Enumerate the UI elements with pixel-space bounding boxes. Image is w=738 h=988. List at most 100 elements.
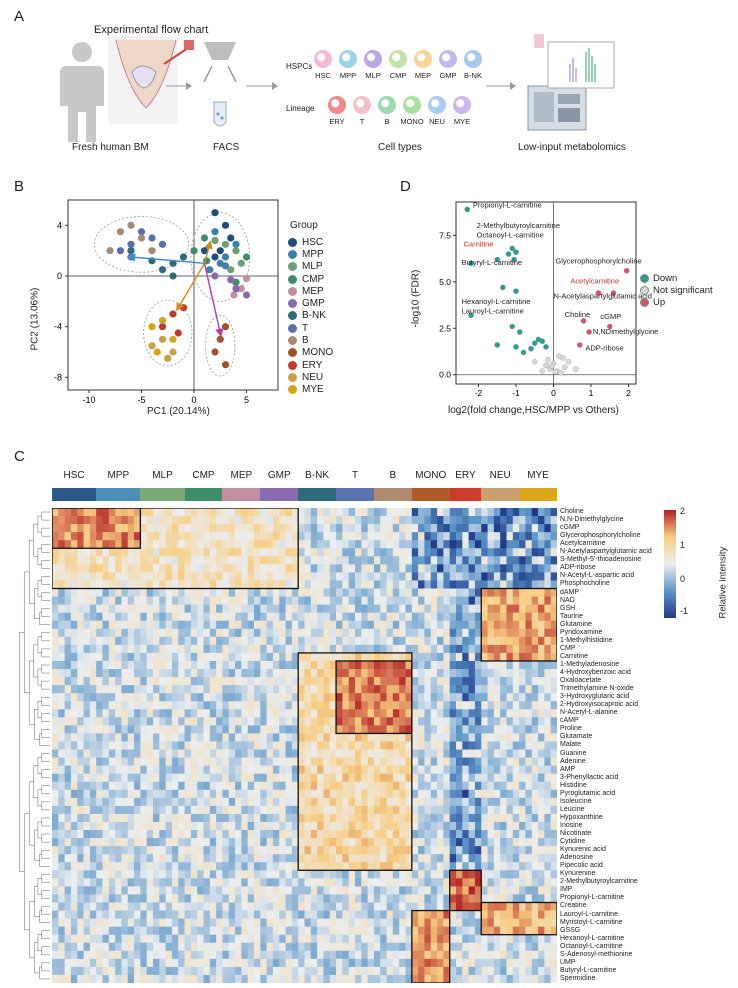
heatmap-cell: [64, 532, 72, 541]
heatmap-cell: [165, 612, 173, 622]
heatmap-cell: [531, 572, 539, 581]
heatmap-cell: [140, 838, 148, 847]
heatmap-cell: [272, 765, 280, 775]
heatmap-cell: [272, 749, 280, 758]
heatmap-cell: [298, 524, 305, 533]
heatmap-cell: [392, 580, 400, 589]
heatmap-cell: [418, 516, 425, 525]
heatmap-cell: [115, 516, 122, 525]
heatmap-cell: [298, 902, 305, 911]
heatmap-cell: [462, 958, 470, 968]
heatmap-cell: [171, 942, 179, 952]
heatmap-cell: [430, 733, 438, 742]
heatmap-cell: [102, 612, 110, 622]
heatmap-cell: [411, 652, 419, 662]
legend-label: CMP: [302, 273, 325, 285]
heatmap-cell: [178, 894, 185, 903]
heatmap-cell: [184, 846, 192, 855]
heatmap-cell: [108, 693, 116, 702]
heatmap-cell: [317, 725, 324, 734]
heatmap-cell: [140, 805, 148, 815]
heatmap-cell: [531, 532, 539, 541]
heatmap-cell: [146, 660, 154, 670]
heatmap-cell: [487, 572, 495, 581]
heatmap-cell: [247, 813, 255, 823]
heatmap-cell: [115, 870, 122, 879]
flow-title: Experimental flow chart: [94, 24, 209, 36]
heatmap-cell: [544, 773, 552, 783]
heatmap-cell: [70, 902, 78, 911]
heatmap-cell: [184, 709, 192, 718]
heatmap-cell: [386, 693, 394, 702]
heatmap-cell: [222, 821, 230, 831]
heatmap-cell: [550, 564, 557, 573]
heatmap-cell: [474, 572, 482, 581]
heatmap-cell: [411, 838, 419, 847]
heatmap-cell: [291, 620, 299, 630]
heatmap-cell: [209, 797, 217, 807]
heatmap-cell: [216, 910, 223, 919]
heatmap-cell: [525, 805, 533, 815]
heatmap-cell: [519, 870, 526, 879]
heatmap-cell: [140, 894, 148, 903]
heatmap-cell: [544, 588, 552, 597]
heatmap-cell: [159, 886, 167, 895]
heatmap-cell: [380, 870, 387, 879]
heatmap-cell: [96, 717, 103, 726]
heatmap-cell: [531, 797, 539, 807]
heatmap-cell: [424, 612, 432, 622]
heatmap-cell: [310, 572, 318, 581]
heatmap-cell: [146, 725, 154, 734]
heatmap-cell: [468, 894, 476, 903]
pca-point-mono: [216, 335, 224, 343]
heatmap-cell: [171, 516, 179, 525]
heatmap-cell: [487, 781, 495, 791]
heatmap-cell: [310, 669, 318, 678]
heatmap-cell: [336, 516, 343, 525]
heatmap-cell: [512, 797, 520, 807]
heatmap-cell: [159, 757, 167, 767]
heatmap-cell: [506, 669, 514, 678]
heatmap-cell: [405, 701, 413, 710]
heatmap-cell: [323, 620, 331, 630]
heatmap-cell: [525, 693, 533, 702]
heatmap-cell: [449, 749, 457, 758]
heatmap-cell: [209, 821, 217, 831]
heatmap-cell: [159, 813, 167, 823]
pca-point-b: [116, 228, 125, 236]
heatmap-cell: [235, 813, 242, 823]
heatmap-cell: [216, 741, 223, 750]
heatmap-cell: [83, 830, 91, 839]
heatmap-cell: [121, 612, 129, 622]
legend-dot: [288, 348, 297, 358]
heatmap-cell: [512, 926, 520, 936]
heatmap-cell: [456, 781, 463, 791]
heatmap-cell: [329, 508, 337, 517]
heatmap-cell: [52, 902, 59, 911]
heatmap-cell: [317, 797, 324, 807]
heatmap-cell: [336, 894, 343, 903]
heatmap-cell: [102, 854, 110, 863]
heatmap-cell: [241, 548, 249, 557]
volcano-point-down: [468, 312, 474, 319]
dendrogram-branch: [41, 592, 50, 601]
heatmap-cell: [222, 918, 230, 928]
heatmap-cell: [304, 934, 312, 944]
heatmap-cell: [424, 564, 432, 573]
heatmap-cell: [96, 628, 103, 638]
heatmap-cell: [506, 516, 514, 525]
heatmap-cell: [285, 749, 293, 758]
heatmap-cell: [304, 636, 312, 646]
heatmap-cell: [209, 652, 217, 662]
heatmap-cell: [430, 902, 438, 911]
heatmap-cell: [411, 854, 419, 863]
heatmap-cell: [272, 789, 280, 799]
heatmap-cell: [70, 677, 78, 686]
heatmap-cell: [468, 572, 476, 581]
heatmap-cell: [197, 886, 204, 895]
heatmap-cell: [102, 548, 110, 557]
heatmap-cell: [348, 838, 356, 847]
heatmap-cell: [538, 741, 545, 750]
heatmap-cell: [317, 693, 324, 702]
heatmap-cell: [184, 628, 192, 638]
